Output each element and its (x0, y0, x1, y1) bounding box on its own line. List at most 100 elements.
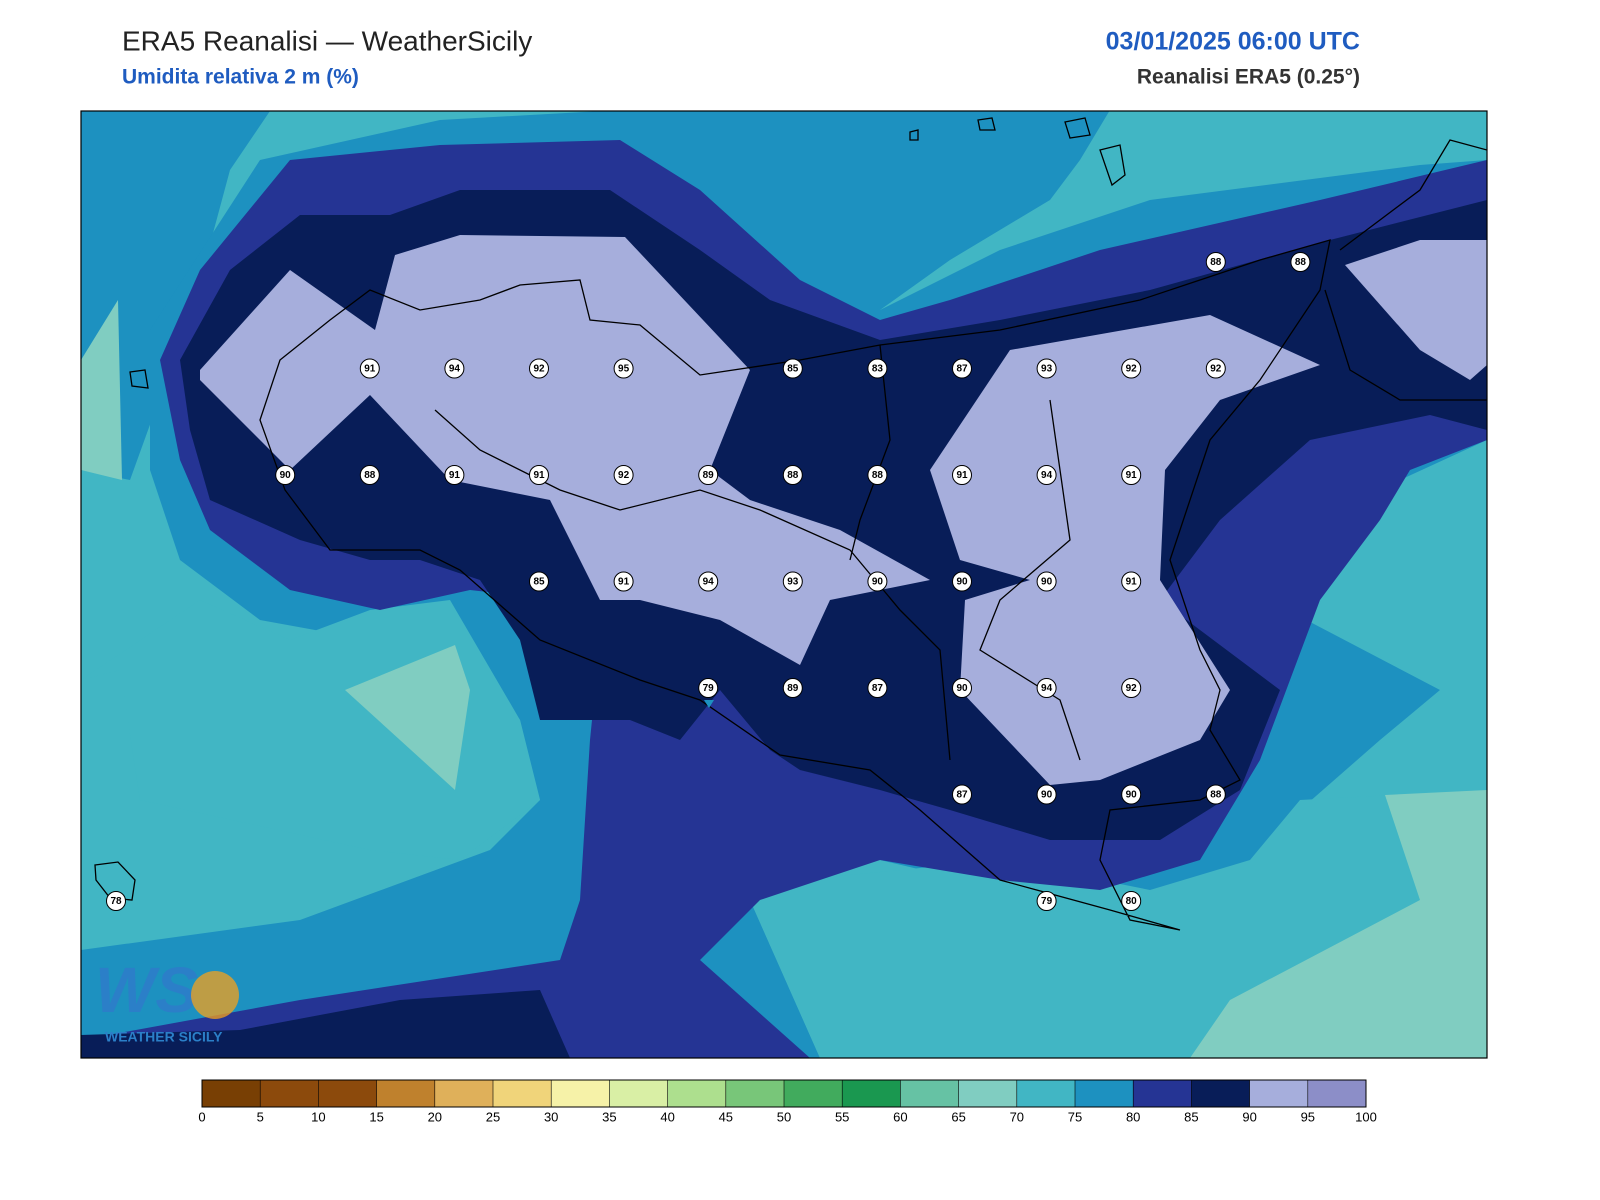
colorbar-segment (725, 1080, 784, 1107)
station-dot (1290, 252, 1311, 272)
station-dot (1205, 784, 1226, 805)
station-dot (952, 465, 972, 485)
station-dot (698, 678, 719, 698)
station-dot (1036, 465, 1057, 485)
contour (81, 300, 122, 480)
colorbar-tick-label: 65 (951, 1109, 965, 1124)
station-dot (613, 358, 634, 379)
colorbar-segment (667, 1080, 726, 1107)
colorbar-segment (260, 1080, 319, 1107)
colorbar-tick-label: 30 (544, 1109, 558, 1124)
station-value: 92 (1210, 364, 1222, 375)
station-value: 90 (280, 470, 292, 481)
colorbar-tick-label: 50 (777, 1109, 791, 1124)
station-value: 78 (110, 896, 122, 907)
colorbar-segment (1075, 1080, 1134, 1107)
station-value: 94 (1041, 683, 1053, 694)
colorbar-segment (1016, 1080, 1075, 1107)
datetime: 03/01/2025 06:00 UTC (1106, 28, 1360, 56)
station-value: 79 (703, 683, 715, 694)
source: Reanalisi ERA5 (0.25°) (1137, 66, 1360, 89)
contour (1190, 790, 1487, 1058)
station-dot (106, 891, 126, 911)
station-dot (952, 784, 972, 805)
station-dot (1121, 358, 1142, 379)
station-value: 92 (618, 470, 630, 481)
colorbar-tick-label: 55 (835, 1109, 849, 1124)
colorbar-tick-label: 5 (257, 1109, 264, 1124)
colorbar-tick-label: 0 (198, 1109, 205, 1124)
title: ERA5 Reanalisi — WeatherSicily (122, 25, 532, 56)
colorbar-segment (1249, 1080, 1308, 1107)
station-value: 88 (1210, 790, 1222, 801)
station-value: 92 (1126, 683, 1138, 694)
station-dot (1036, 358, 1057, 379)
station-value: 94 (1041, 470, 1053, 481)
colorbar-segment (551, 1080, 610, 1107)
station-dot (1121, 891, 1142, 911)
station-value: 91 (1126, 470, 1138, 481)
station-dot (782, 678, 803, 698)
colorbar-tick-label: 40 (660, 1109, 674, 1124)
map: 88 88 91 94 92 95 85 83 87 93 92 92 90 88 91 91 92 89 88 88… (81, 111, 1487, 1058)
station-value: 91 (533, 470, 545, 481)
station-value: 95 (618, 364, 630, 375)
colorbar-segment (493, 1080, 552, 1107)
colorbar-segment (958, 1080, 1017, 1107)
colorbar-tick-label: 20 (428, 1109, 442, 1124)
contour (345, 645, 470, 790)
stations: 88 88 91 94 92 95 85 83 87 93 92 92 90 88 91 91 92 89 88 88… (106, 252, 1311, 911)
station-value: 91 (956, 470, 968, 481)
colorbar-segment (900, 1080, 959, 1107)
station-dot (1121, 784, 1142, 805)
contour (81, 990, 570, 1058)
station-value: 79 (1041, 896, 1053, 907)
station-dot (1036, 891, 1057, 911)
colorbar-tick-label: 70 (1010, 1109, 1024, 1124)
colorbar-tick-label: 60 (893, 1109, 907, 1124)
colorbar-segment (376, 1080, 435, 1107)
colorbar-tick-label: 90 (1242, 1109, 1256, 1124)
colorbar-tick-label: 45 (719, 1109, 733, 1124)
station-value: 94 (449, 364, 461, 375)
station-dot (1121, 678, 1142, 698)
station-value: 94 (703, 577, 715, 588)
station-dot (698, 465, 719, 485)
station-dot (782, 571, 803, 592)
station-value: 92 (533, 364, 545, 375)
station-dot (444, 465, 465, 485)
station-value: 90 (956, 683, 968, 694)
colorbar-tick-label: 75 (1068, 1109, 1082, 1124)
logo-name: WEATHER SICILY (105, 1029, 223, 1045)
logo-mark: WS (95, 954, 198, 1026)
colorbar-segment (784, 1080, 843, 1107)
station-value: 87 (956, 364, 968, 375)
station-value: 89 (787, 683, 799, 694)
station-value: 89 (703, 470, 715, 481)
station-dot (1121, 571, 1142, 592)
station-value: 88 (872, 470, 884, 481)
station-dot (275, 465, 296, 485)
station-value: 83 (872, 364, 884, 375)
station-dot (444, 358, 465, 379)
colorbar-tick-label: 35 (602, 1109, 616, 1124)
station-value: 91 (618, 577, 630, 588)
station-value: 87 (872, 683, 884, 694)
marker-pointer (704, 700, 714, 708)
contour (1345, 240, 1487, 380)
station-dot (952, 678, 972, 698)
station-value: 91 (1126, 577, 1138, 588)
station-value: 90 (1041, 577, 1053, 588)
station-dot (782, 465, 803, 485)
station-value: 87 (956, 790, 968, 801)
station-dot (782, 358, 803, 379)
colorbar-segment (202, 1080, 261, 1107)
contour (200, 235, 930, 665)
logo: WS WEATHER SICILY (95, 954, 239, 1045)
station-value: 88 (1210, 257, 1222, 268)
station-value: 88 (1295, 257, 1307, 268)
colorbar-segment (434, 1080, 493, 1107)
station-dot (1121, 465, 1142, 485)
subtitle: Umidita relativa 2 m (%) (122, 66, 359, 89)
